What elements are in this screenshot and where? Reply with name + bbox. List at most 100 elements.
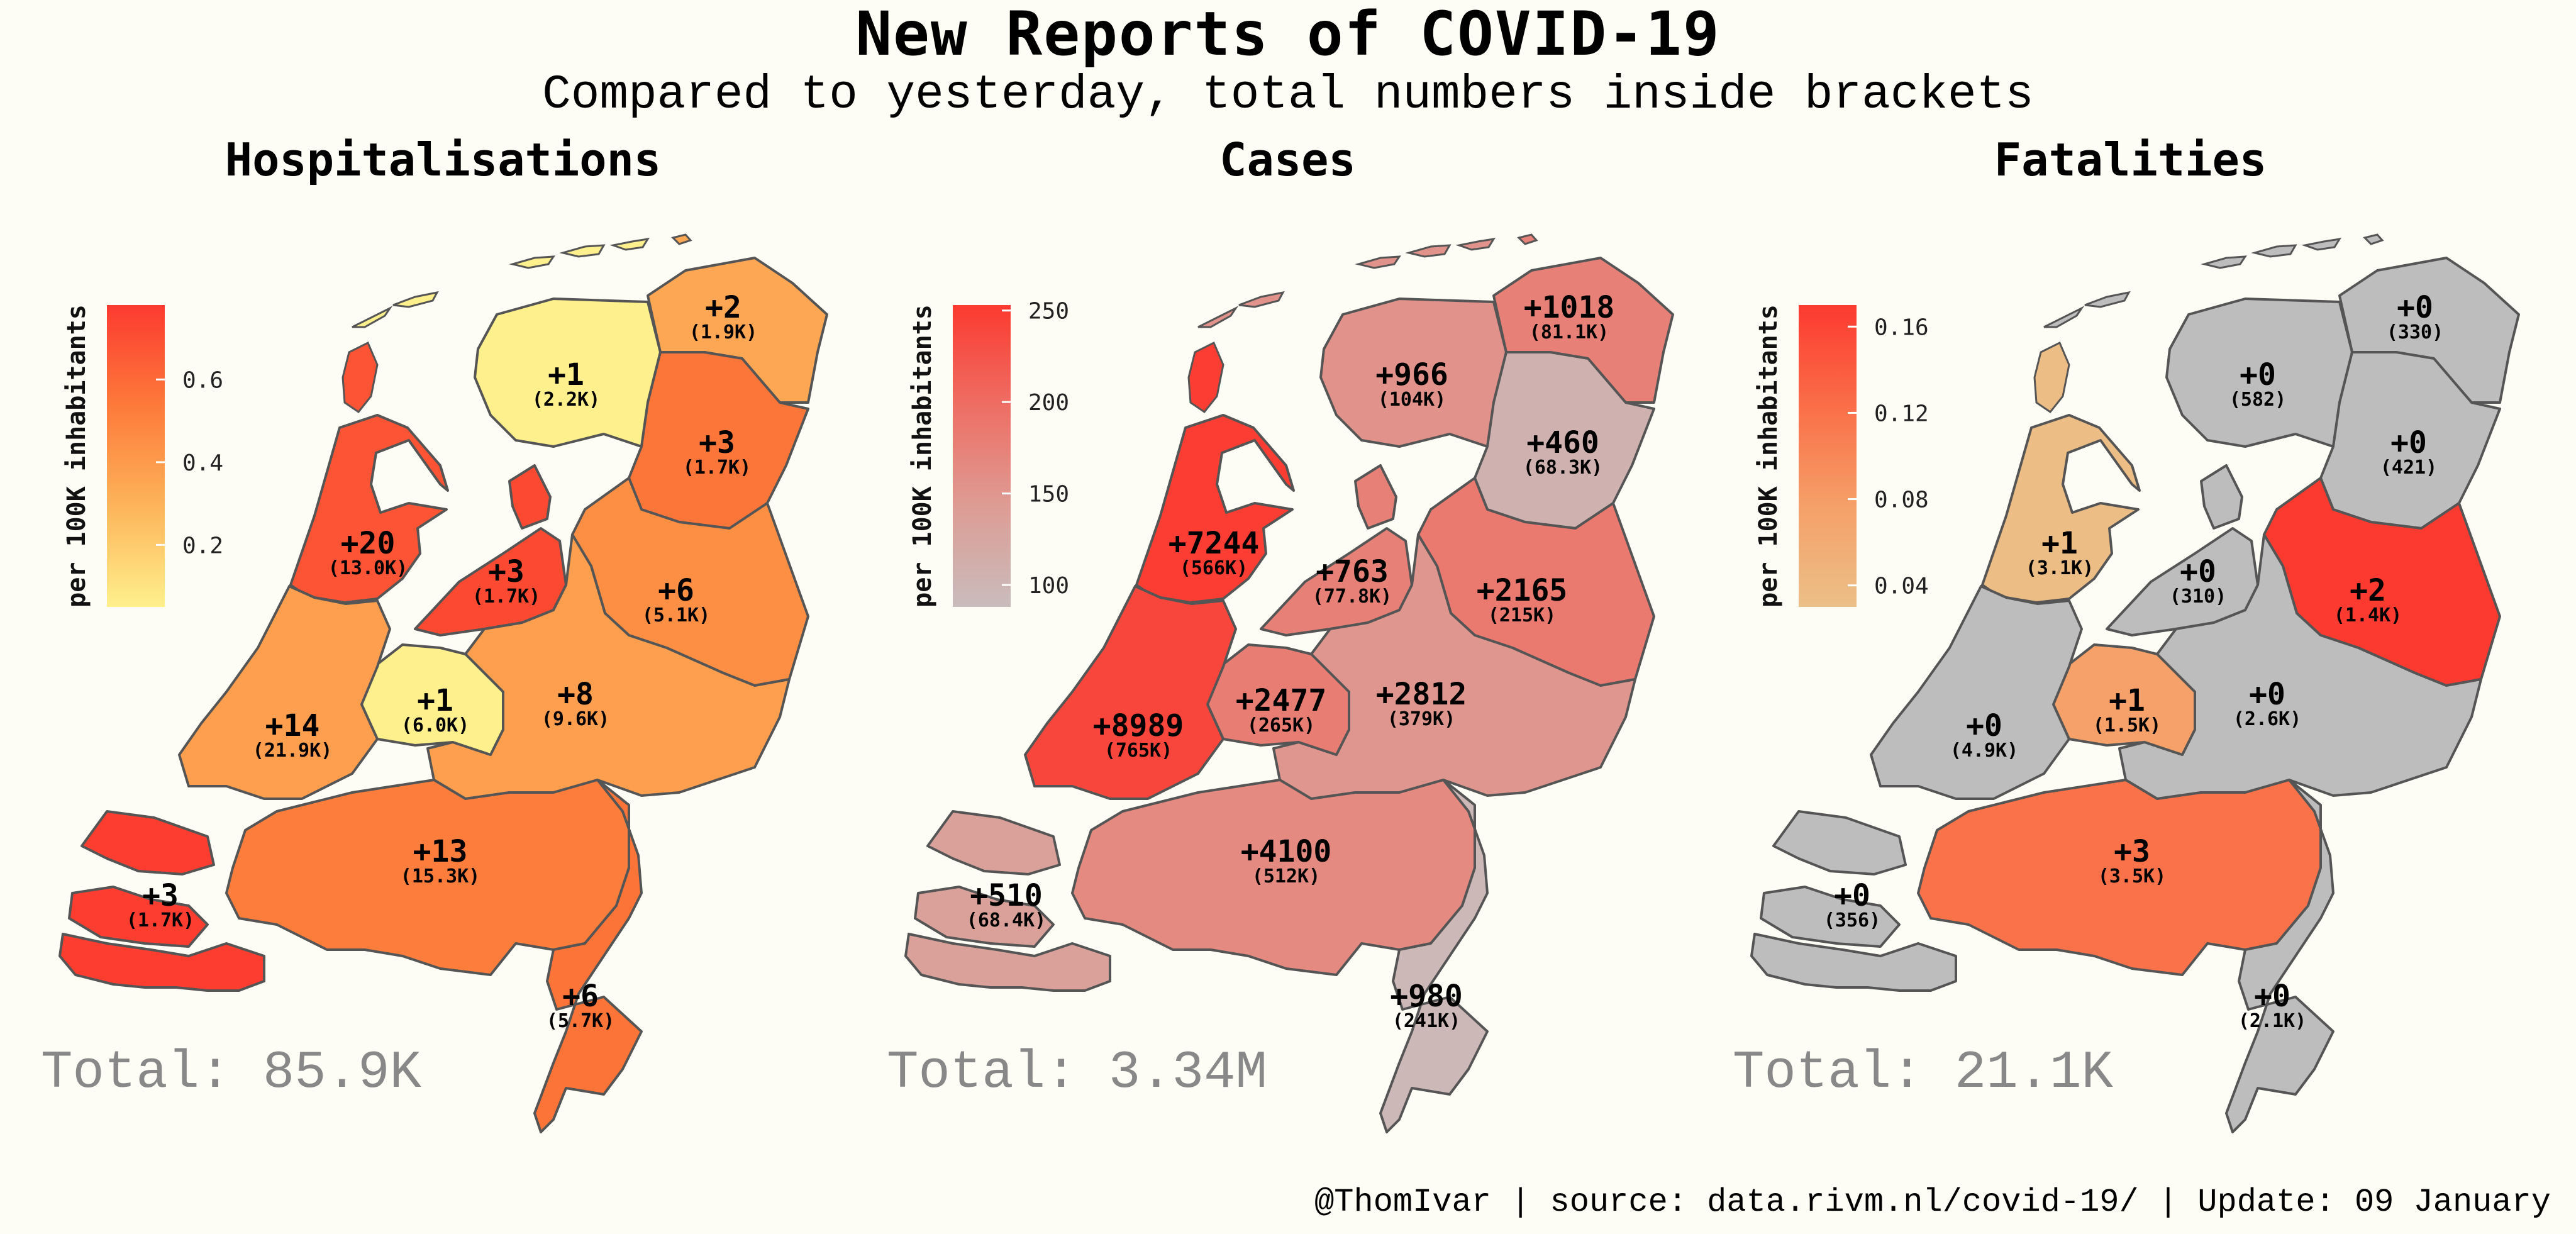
label-new-noord-brabant: +13: [413, 834, 468, 869]
label-total-flevoland: (77.8K): [1313, 586, 1392, 608]
province-zuid-holland: [1870, 585, 2083, 800]
label-total-utrecht: (1.5K): [2093, 714, 2161, 737]
label-new-limburg: +6: [562, 979, 599, 1014]
province-limburg: [2225, 779, 2334, 1133]
label-total-zeeland: (1.7K): [126, 909, 194, 931]
label-new-zeeland: +0: [1834, 878, 1870, 913]
province-gelderland: [426, 533, 791, 800]
province-zeeland: [1772, 810, 1907, 875]
label-new-drenthe: +3: [699, 425, 735, 460]
legend-tick-label: 0.12: [1874, 401, 1929, 426]
province-zeeland: [926, 810, 1061, 875]
label-new-friesland: +966: [1375, 357, 1448, 392]
legend-tick-label: 0.16: [1874, 314, 1929, 340]
label-new-limburg: +0: [2254, 979, 2290, 1014]
island-friesland-6: [2301, 238, 2341, 251]
legend-colorbar: [953, 305, 1011, 607]
label-total-friesland: (104K): [1378, 389, 1446, 411]
legend-tick-label: 200: [1028, 390, 1069, 416]
label-total-drenthe: (1.7K): [683, 457, 751, 479]
label-new-limburg: +980: [1390, 979, 1463, 1014]
province-zeeland-part-3: [904, 933, 1111, 992]
island-friesland-4: [2201, 255, 2247, 269]
legend-tick-label: 0.6: [182, 367, 223, 393]
label-total-flevoland: (310): [2170, 586, 2226, 608]
label-total-zeeland: (356): [1824, 909, 1880, 931]
label-total-gelderland: (9.6K): [541, 708, 609, 730]
island-groningen-7: [2363, 233, 2384, 245]
label-new-groningen: +2: [705, 290, 741, 325]
label-new-noord-holland: +20: [341, 526, 396, 561]
island-friesland-6: [1455, 238, 1496, 251]
source-caption: @ThomIvar | source: data.rivm.nl/covid-1…: [1314, 1184, 2551, 1221]
label-new-overijssel: +2165: [1477, 573, 1568, 608]
label-new-utrecht: +1: [417, 683, 453, 718]
label-new-noord-holland: +7244: [1169, 526, 1260, 561]
label-total-noord-holland: (13.0K): [328, 557, 408, 579]
island-friesland-5: [2251, 244, 2297, 258]
label-new-drenthe: +460: [1526, 425, 1599, 460]
label-total-groningen: (330): [2387, 321, 2443, 343]
legend-tick-label: 100: [1028, 573, 1069, 599]
total-label: Total: 85.9K: [41, 1043, 421, 1103]
label-new-groningen: +1018: [1524, 290, 1615, 325]
island-friesland-3: [1238, 291, 1285, 308]
label-new-friesland: +0: [2240, 357, 2276, 392]
label-total-limburg: (2.1K): [2238, 1010, 2306, 1032]
label-total-flevoland: (1.7K): [472, 586, 540, 608]
label-total-groningen: (1.9K): [689, 321, 757, 343]
label-new-flevoland: +3: [488, 554, 525, 589]
label-new-overijssel: +2: [2350, 573, 2386, 608]
label-new-utrecht: +1: [2109, 683, 2145, 718]
label-total-gelderland: (2.6K): [2233, 708, 2301, 730]
label-total-noord-brabant: (15.3K): [401, 865, 480, 887]
label-total-noord-brabant: (512K): [1252, 865, 1320, 887]
legend-label: per 100K inhabitants: [62, 304, 91, 608]
label-new-gelderland: +8: [557, 677, 594, 712]
legend-colorbar: [107, 305, 165, 607]
province-zeeland-part-3: [58, 933, 265, 992]
total-label: Total: 3.34M: [887, 1043, 1267, 1103]
label-new-groningen: +0: [2397, 290, 2433, 325]
panel-title-hospitalisations: Hospitalisations: [225, 133, 662, 186]
label-total-utrecht: (6.0K): [401, 714, 469, 737]
label-new-zuid-holland: +8989: [1093, 708, 1184, 743]
label-new-friesland: +1: [548, 357, 584, 392]
label-total-zuid-holland: (765K): [1104, 740, 1172, 762]
island-friesland-6: [609, 238, 650, 251]
label-new-utrecht: +2477: [1236, 683, 1327, 718]
label-new-zuid-holland: +0: [1966, 708, 2002, 743]
panel-title-cases: Cases: [1219, 133, 1356, 186]
label-total-noord-brabant: (3.5K): [2098, 865, 2166, 887]
province-flevoland-part-2: [508, 464, 552, 530]
label-total-drenthe: (421): [2380, 457, 2437, 479]
legend-tick-label: 0.4: [182, 450, 223, 476]
label-total-zuid-holland: (21.9K): [253, 740, 332, 762]
island-friesland-2: [352, 306, 393, 328]
label-total-friesland: (2.2K): [532, 389, 600, 411]
province-gelderland: [1272, 533, 1636, 800]
island-noord-holland-1: [1187, 341, 1224, 414]
label-new-flevoland: +763: [1316, 554, 1389, 589]
province-flevoland-part-2: [2200, 464, 2243, 530]
label-new-flevoland: +0: [2180, 554, 2216, 589]
legend-tick-label: 0.2: [182, 533, 223, 559]
island-friesland-3: [2084, 291, 2131, 308]
label-new-zeeland: +510: [970, 878, 1043, 913]
label-new-drenthe: +0: [2390, 425, 2427, 460]
label-total-noord-holland: (3.1K): [2026, 557, 2094, 579]
island-friesland-2: [1197, 306, 1239, 328]
label-new-gelderland: +2812: [1376, 677, 1467, 712]
label-total-zuid-holland: (4.9K): [1950, 740, 2018, 762]
legend-label: per 100K inhabitants: [908, 304, 937, 608]
label-total-friesland: (582): [2229, 389, 2286, 411]
province-zuid-holland: [1024, 585, 1237, 800]
legend-tick-label: 250: [1028, 299, 1069, 325]
label-total-gelderland: (379K): [1387, 708, 1455, 730]
legend-label: per 100K inhabitants: [1754, 304, 1783, 608]
label-total-overijssel: (215K): [1488, 604, 1556, 626]
legend-colorbar: [1799, 305, 1857, 607]
legend-tick-label: 0.04: [1874, 574, 1929, 599]
